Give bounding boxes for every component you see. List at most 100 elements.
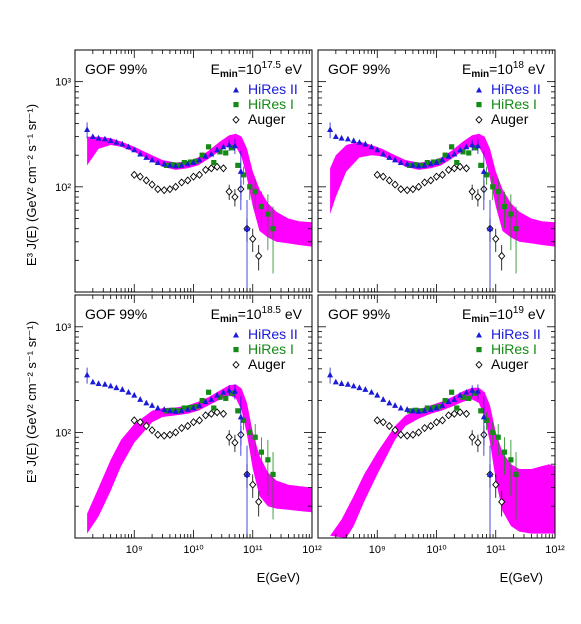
hires1-point [513, 471, 519, 478]
hires1-point [508, 457, 514, 463]
plot-area-bottom-left [84, 367, 312, 538]
hires2-point [84, 371, 91, 378]
auger-point [213, 408, 221, 417]
auger-point [172, 428, 180, 437]
legend-label: HiRes II [248, 81, 298, 97]
hires2-point [220, 388, 227, 395]
hires2-point [415, 162, 422, 169]
hires2-point [113, 139, 120, 145]
hires1-point [252, 434, 258, 440]
hires1-point [240, 417, 247, 423]
y-axis-label-top: E³ J(E) (GeV² cm⁻² s⁻¹ sr⁻¹) [24, 104, 39, 266]
hires1-point [223, 395, 229, 401]
auger-point [178, 423, 186, 433]
hires2-point [125, 143, 132, 150]
hires1-point [501, 449, 508, 455]
hires2-point [107, 137, 114, 144]
hires2-point [244, 225, 251, 232]
auger-point [450, 409, 458, 418]
hires2-point [137, 396, 144, 402]
hires1-point [265, 211, 271, 217]
emin-label-part: eV [281, 61, 303, 77]
auger-point [379, 172, 387, 181]
hires1-point [206, 144, 212, 150]
hires1-point [466, 150, 472, 156]
hires1-point [490, 184, 496, 190]
hires2-point [327, 371, 334, 378]
hires1-point [247, 184, 253, 190]
hires2-point [327, 126, 334, 133]
hires2-point [196, 156, 203, 163]
plot-area-bottom-right [327, 367, 555, 538]
legend-label: Auger [491, 356, 529, 372]
hires2-point [421, 162, 428, 168]
hires2-point [338, 380, 345, 386]
emin-label: Emin=1019 eV [462, 305, 546, 325]
hires1-point [454, 405, 460, 411]
hires1-point [240, 172, 247, 178]
hires1-point [442, 152, 448, 158]
hires2-point [190, 404, 197, 411]
auger-point [219, 164, 228, 173]
auger-point [397, 430, 405, 439]
hires2-point [480, 168, 487, 174]
hires2-point [202, 398, 209, 405]
hires1-point [193, 404, 199, 410]
hires2-point [433, 404, 440, 411]
auger-point [195, 416, 204, 425]
auger-point [462, 409, 471, 418]
hires2-point [374, 146, 381, 153]
hires2-point [409, 407, 416, 414]
hires2-point [172, 162, 179, 169]
auger-point [130, 170, 138, 179]
hires2-point [178, 162, 185, 168]
hires1-point [211, 405, 217, 411]
auger-point [142, 421, 150, 431]
hires2-point [445, 398, 452, 405]
auger-point [255, 497, 263, 506]
auger-point [130, 416, 138, 425]
auger-point [166, 430, 174, 439]
auger-point [225, 187, 233, 196]
emin-label-part: =10 [489, 61, 513, 77]
hires2-point [95, 380, 102, 386]
hires2-point [480, 413, 487, 420]
legend-marker-hires1 [233, 102, 239, 108]
hires2-point [469, 387, 476, 393]
hires2-point [190, 159, 197, 165]
legend-marker-hires1 [476, 102, 482, 108]
hires2-point [356, 139, 363, 145]
hires2-point [404, 406, 411, 412]
hires2-point [397, 404, 404, 411]
hires2-point [107, 382, 114, 389]
hires2-point [463, 388, 470, 395]
x-tick-label: 10¹² [545, 544, 565, 556]
hires2-point [374, 391, 381, 398]
hires2-point [161, 160, 168, 167]
hires1-point [418, 408, 425, 414]
emin-label-part: 19 [513, 305, 525, 316]
auger-point [184, 421, 192, 431]
hires1-point [478, 408, 484, 414]
legend-marker-auger [232, 115, 240, 124]
hires2-point [89, 378, 96, 385]
hires2-point [439, 402, 446, 408]
auger-point [249, 234, 257, 243]
hires2-point [131, 146, 138, 153]
model-band [87, 133, 312, 247]
hires2-point [457, 146, 464, 153]
auger-point [468, 187, 476, 196]
hires1-point [270, 226, 276, 232]
hires2-point [487, 471, 494, 477]
hires1-point [252, 189, 258, 195]
hires2-point [463, 143, 470, 150]
auger-point [154, 430, 162, 439]
hires1-point [247, 429, 253, 435]
hires2-point [445, 153, 452, 159]
hires1-point [436, 158, 442, 164]
hires2-point [125, 388, 132, 395]
hires1-point [495, 189, 501, 195]
hires2-point [350, 137, 357, 144]
hires1-point [258, 449, 265, 455]
auger-point [450, 164, 458, 173]
